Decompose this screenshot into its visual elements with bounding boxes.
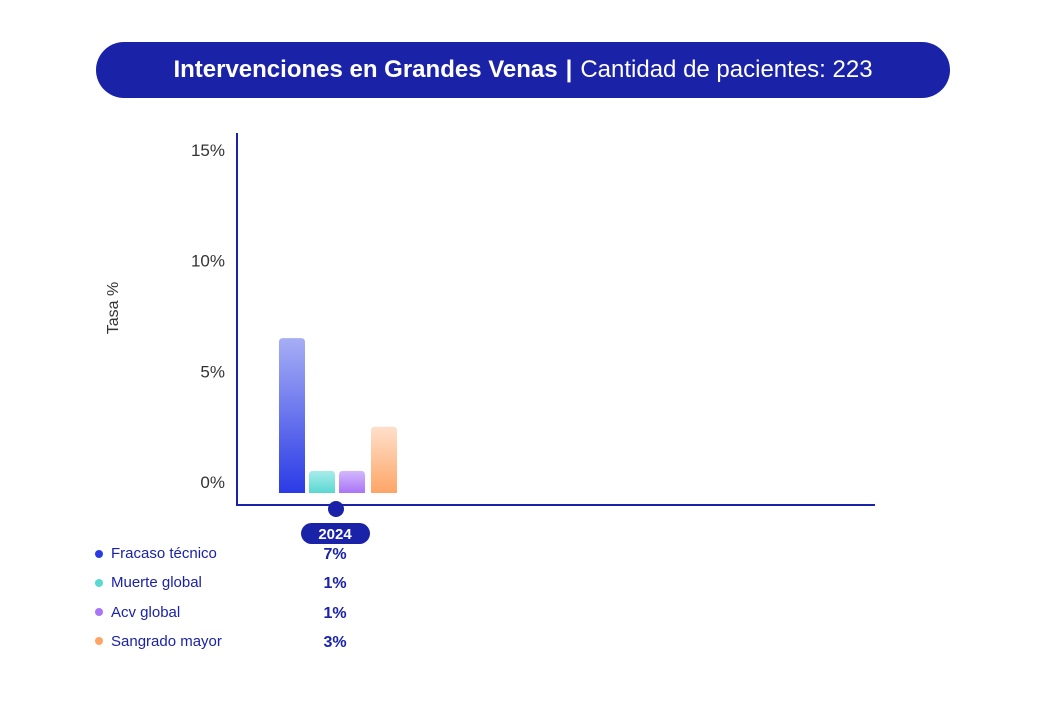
- legend-dot-icon: [95, 578, 103, 587]
- x-category-marker[interactable]: [328, 501, 344, 517]
- legend-dot-icon: [95, 608, 103, 617]
- value-label: 1%: [323, 604, 347, 622]
- y-tick-label: 0%: [200, 473, 225, 492]
- value-label: 1%: [323, 575, 347, 593]
- bar-sangrado-mayor[interactable]: [371, 426, 397, 493]
- y-tick-label: 10%: [191, 252, 225, 271]
- legend-item[interactable]: Sangrado mayor: [95, 633, 222, 650]
- y-tick-label: 5%: [200, 362, 225, 381]
- legend-label: Sangrado mayor: [111, 632, 222, 650]
- legend-dot-icon: [95, 637, 103, 646]
- chart-title-banner: Intervenciones en Grandes Venas | Cantid…: [96, 42, 950, 98]
- title-separator: |: [565, 56, 573, 83]
- x-tick-label: 2024: [318, 526, 352, 543]
- bar-fracaso-t-cnico[interactable]: [279, 338, 305, 493]
- value-label: 3%: [323, 633, 347, 651]
- bar-acv-global[interactable]: [339, 470, 365, 493]
- legend-label: Acv global: [111, 603, 181, 621]
- legend-dot-icon: [95, 549, 103, 558]
- legend-label: Fracaso técnico: [111, 545, 217, 562]
- patient-count: Cantidad de pacientes: 223: [580, 56, 873, 83]
- legend-item[interactable]: Fracaso técnico: [95, 545, 217, 562]
- chart-title: Intervenciones en Grandes Venas: [173, 56, 558, 83]
- y-axis-label: Tasa %: [105, 282, 122, 334]
- legend-item[interactable]: Acv global: [95, 604, 180, 621]
- legend-item[interactable]: Muerte global: [95, 574, 202, 591]
- bar-muerte-global[interactable]: [309, 470, 335, 493]
- y-tick-label: 15%: [191, 141, 225, 160]
- legend-label: Muerte global: [111, 574, 202, 592]
- value-label: 7%: [323, 546, 347, 563]
- x-category-pill: [301, 523, 370, 544]
